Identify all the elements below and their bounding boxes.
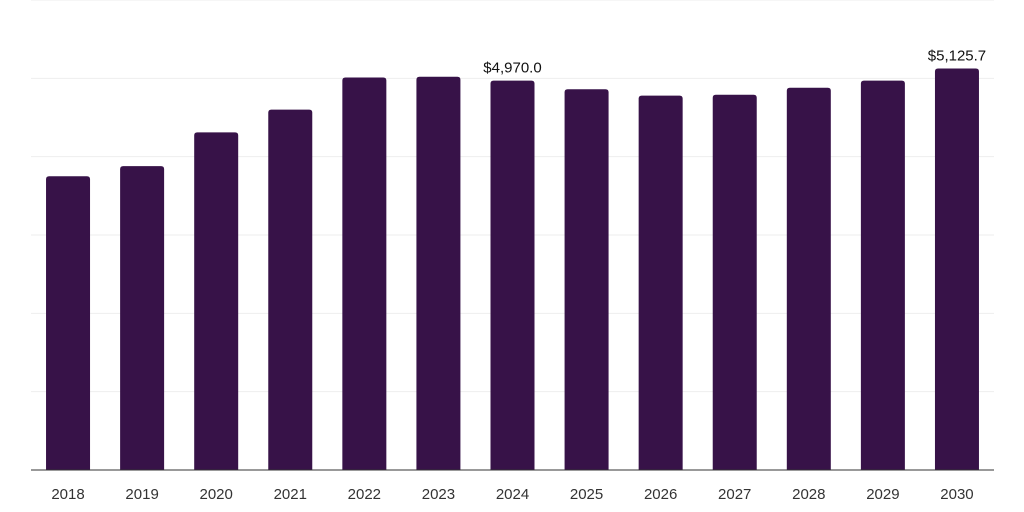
data-labels: $4,970.0 $5,125.7 bbox=[483, 47, 986, 76]
x-tick-label: 2022 bbox=[348, 486, 381, 503]
x-tick-label: 2021 bbox=[274, 486, 307, 503]
x-tick-label: 2027 bbox=[718, 486, 751, 503]
bar-2023[interactable] bbox=[416, 76, 461, 471]
x-tick-label: 2024 bbox=[496, 486, 529, 503]
x-tick-label: 2026 bbox=[644, 486, 677, 503]
x-tick-label: 2023 bbox=[422, 486, 455, 503]
bar-2024[interactable] bbox=[490, 80, 535, 470]
bar-2021[interactable] bbox=[268, 109, 313, 471]
bar-2027[interactable] bbox=[712, 94, 757, 471]
x-tick-label: 2029 bbox=[866, 486, 899, 503]
x-tick-label: 2019 bbox=[125, 486, 158, 503]
data-label: $4,970.0 bbox=[483, 60, 541, 77]
x-tick-label: 2018 bbox=[51, 486, 84, 503]
bar-2019[interactable] bbox=[120, 166, 165, 471]
bar-2022[interactable] bbox=[342, 77, 387, 471]
bars bbox=[46, 68, 979, 471]
x-tick-label: 2025 bbox=[570, 486, 603, 503]
bar-2028[interactable] bbox=[786, 87, 831, 470]
bar-2018[interactable] bbox=[46, 176, 91, 470]
bar-2029[interactable] bbox=[860, 80, 905, 470]
bar-2020[interactable] bbox=[194, 132, 239, 470]
x-axis-labels: 2018 2019 2020 2021 2022 2023 2024 2025 2026 2027… bbox=[51, 486, 973, 503]
bar-2026[interactable] bbox=[638, 95, 683, 471]
x-tick-label: 2020 bbox=[200, 486, 233, 503]
bar-2030[interactable] bbox=[934, 68, 979, 471]
bar-2025[interactable] bbox=[564, 89, 609, 471]
x-tick-label: 2028 bbox=[792, 486, 825, 503]
x-tick-label: 2030 bbox=[940, 486, 973, 503]
data-label: $5,125.7 bbox=[928, 47, 986, 64]
